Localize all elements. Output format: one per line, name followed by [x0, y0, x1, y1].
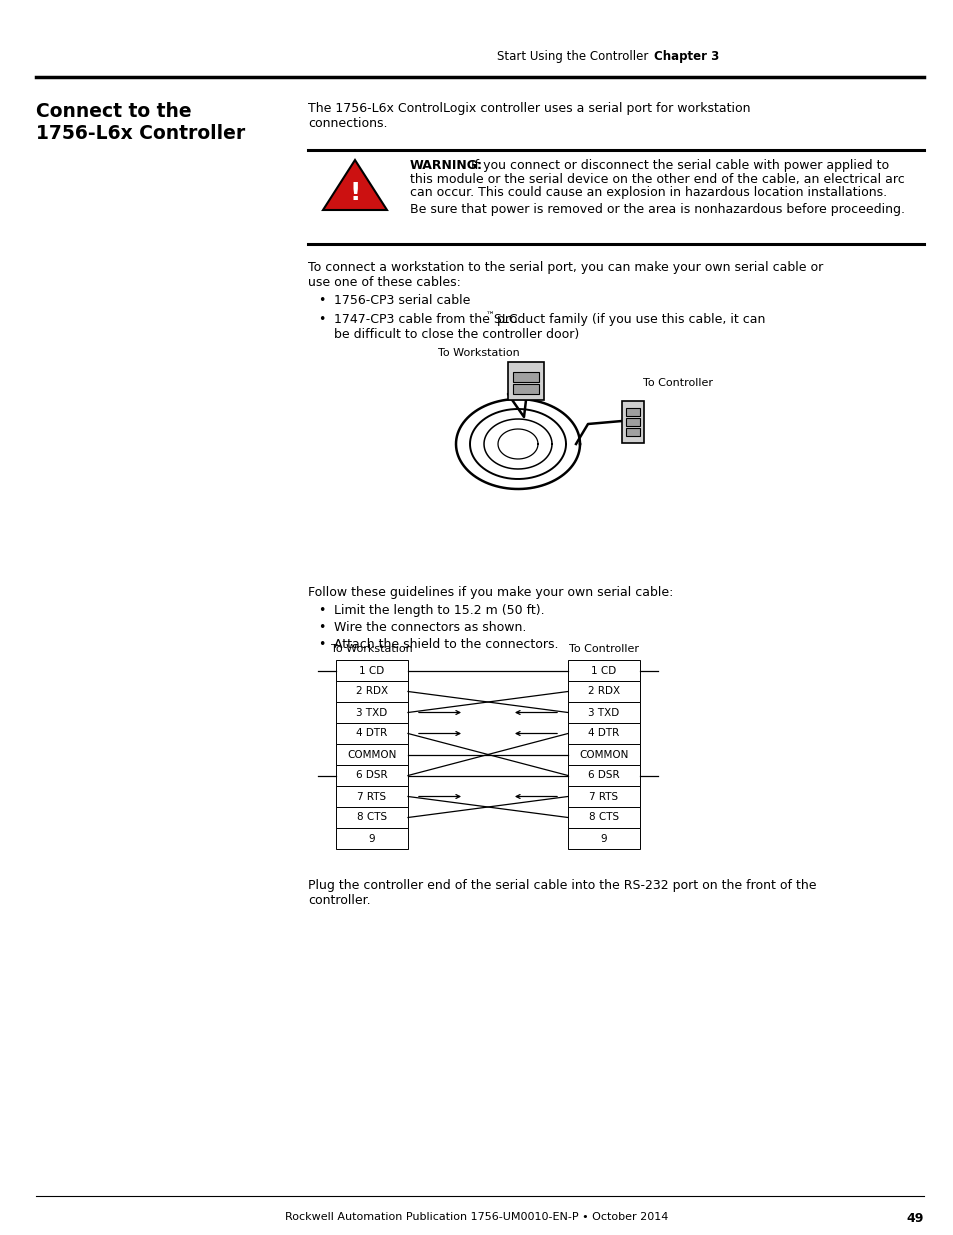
- Text: use one of these cables:: use one of these cables:: [308, 275, 460, 289]
- Text: To Workstation: To Workstation: [437, 348, 519, 358]
- Bar: [335, 701, 408, 722]
- Bar: [567, 785, 639, 806]
- Bar: [335, 827, 408, 848]
- Text: ™: ™: [485, 311, 495, 320]
- Text: COMMON: COMMON: [347, 750, 396, 760]
- Bar: [335, 785, 408, 806]
- Bar: [567, 827, 639, 848]
- Text: Be sure that power is removed or the area is nonhazardous before proceeding.: Be sure that power is removed or the are…: [410, 204, 904, 216]
- Text: •: •: [317, 312, 325, 326]
- Text: 4 DTR: 4 DTR: [588, 729, 619, 739]
- Text: Attach the shield to the connectors.: Attach the shield to the connectors.: [334, 638, 558, 651]
- Bar: [567, 722, 639, 743]
- Bar: [335, 680, 408, 701]
- Bar: [335, 764, 408, 785]
- Text: 7 RTS: 7 RTS: [357, 792, 386, 802]
- Polygon shape: [323, 161, 387, 210]
- Bar: [335, 722, 408, 743]
- Text: Follow these guidelines if you make your own serial cable:: Follow these guidelines if you make your…: [308, 585, 673, 599]
- Text: controller.: controller.: [308, 894, 370, 906]
- Text: •: •: [317, 638, 325, 651]
- Text: To Workstation: To Workstation: [331, 643, 413, 655]
- Text: •: •: [317, 604, 325, 618]
- Bar: [567, 659, 639, 680]
- Text: Limit the length to 15.2 m (50 ft).: Limit the length to 15.2 m (50 ft).: [334, 604, 544, 618]
- Text: Wire the connectors as shown.: Wire the connectors as shown.: [334, 621, 526, 634]
- Text: 7 RTS: 7 RTS: [589, 792, 618, 802]
- Text: product family (if you use this cable, it can: product family (if you use this cable, i…: [493, 312, 764, 326]
- Text: Plug the controller end of the serial cable into the RS-232 port on the front of: Plug the controller end of the serial ca…: [308, 879, 816, 892]
- Bar: [567, 743, 639, 764]
- Bar: [513, 372, 538, 382]
- Bar: [567, 680, 639, 701]
- Text: 1756-L6x Controller: 1756-L6x Controller: [36, 124, 245, 143]
- Text: be difficult to close the controller door): be difficult to close the controller doo…: [334, 329, 578, 341]
- Text: can occur. This could cause an explosion in hazardous location installations.: can occur. This could cause an explosion…: [410, 186, 886, 199]
- Text: •: •: [317, 294, 325, 308]
- Text: 9: 9: [600, 834, 607, 844]
- Text: To connect a workstation to the serial port, you can make your own serial cable : To connect a workstation to the serial p…: [308, 261, 822, 274]
- Text: To Controller: To Controller: [568, 643, 639, 655]
- Bar: [625, 417, 639, 426]
- Text: this module or the serial device on the other end of the cable, an electrical ar: this module or the serial device on the …: [410, 173, 903, 185]
- Text: 4 DTR: 4 DTR: [356, 729, 387, 739]
- Text: Connect to the: Connect to the: [36, 103, 192, 121]
- Bar: [335, 806, 408, 827]
- Bar: [625, 408, 639, 416]
- Bar: [335, 743, 408, 764]
- Bar: [567, 806, 639, 827]
- Text: 1 CD: 1 CD: [591, 666, 616, 676]
- Text: 2 RDX: 2 RDX: [587, 687, 619, 697]
- Text: 3 TXD: 3 TXD: [588, 708, 619, 718]
- Text: Start Using the Controller: Start Using the Controller: [497, 49, 647, 63]
- Text: 6 DSR: 6 DSR: [355, 771, 388, 781]
- Bar: [567, 764, 639, 785]
- Text: 1756-CP3 serial cable: 1756-CP3 serial cable: [334, 294, 470, 308]
- Text: WARNING:: WARNING:: [410, 159, 482, 172]
- Bar: [625, 429, 639, 436]
- Text: connections.: connections.: [308, 117, 387, 130]
- Bar: [335, 659, 408, 680]
- Text: !: !: [349, 180, 360, 205]
- Text: To Controller: To Controller: [642, 378, 712, 388]
- Text: 1747-CP3 cable from the SLC: 1747-CP3 cable from the SLC: [334, 312, 517, 326]
- Text: The 1756-L6x ControlLogix controller uses a serial port for workstation: The 1756-L6x ControlLogix controller use…: [308, 103, 750, 115]
- Text: •: •: [317, 621, 325, 634]
- Text: COMMON: COMMON: [578, 750, 628, 760]
- Text: 1 CD: 1 CD: [359, 666, 384, 676]
- Text: Rockwell Automation Publication 1756-UM0010-EN-P • October 2014: Rockwell Automation Publication 1756-UM0…: [285, 1212, 668, 1221]
- Text: If you connect or disconnect the serial cable with power applied to: If you connect or disconnect the serial …: [467, 159, 888, 172]
- Text: 9: 9: [368, 834, 375, 844]
- Text: 2 RDX: 2 RDX: [355, 687, 388, 697]
- Bar: [513, 384, 538, 394]
- Text: Chapter 3: Chapter 3: [654, 49, 719, 63]
- Bar: [507, 362, 543, 400]
- Text: 8 CTS: 8 CTS: [588, 813, 618, 823]
- Bar: [621, 401, 643, 443]
- Text: 6 DSR: 6 DSR: [588, 771, 619, 781]
- Text: 8 CTS: 8 CTS: [356, 813, 387, 823]
- Text: 49: 49: [905, 1212, 923, 1225]
- Text: 3 TXD: 3 TXD: [356, 708, 387, 718]
- Bar: [567, 701, 639, 722]
